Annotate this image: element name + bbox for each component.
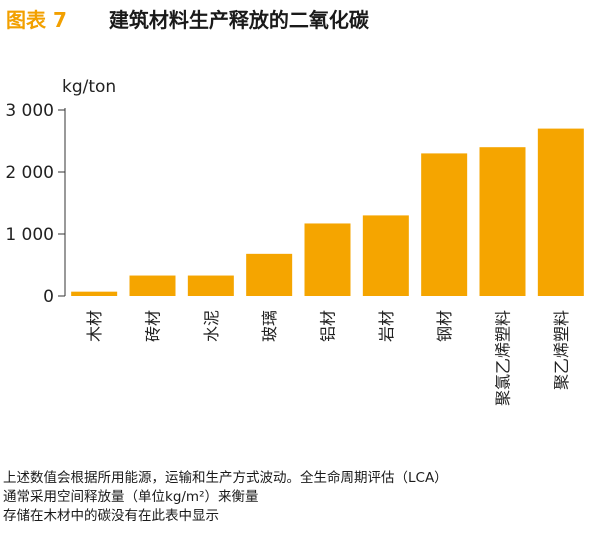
x-category-label: 聚乙烯塑料 bbox=[552, 310, 571, 390]
chart-title: 建筑材料生产释放的二氧化碳 bbox=[108, 8, 369, 32]
y-axis: 0 1 000 2 000 3 000 bbox=[5, 101, 66, 307]
x-category-label: 砖材 bbox=[144, 310, 163, 342]
footnote-line: 上述数值会根据所用能源，运输和生产方式波动。全生命周期评估（LCA） bbox=[3, 470, 448, 486]
bar bbox=[246, 253, 293, 296]
x-category-label: 木材 bbox=[85, 310, 104, 342]
footnote-line: 通常采用空间释放量（单位kg/m²）来衡量 bbox=[3, 489, 259, 505]
bar bbox=[421, 153, 468, 296]
x-category-label: 水泥 bbox=[202, 310, 221, 342]
x-category-label: 岩材 bbox=[377, 310, 396, 342]
bars bbox=[71, 128, 584, 296]
figure-header: 图表 7 建筑材料生产释放的二氧化碳 bbox=[6, 4, 586, 32]
footnote-line: 存储在木材中的碳没有在此表中显示 bbox=[3, 508, 219, 524]
x-category-label: 玻璃 bbox=[260, 310, 279, 342]
footnote: 上述数值会根据所用能源，运输和生产方式波动。全生命周期评估（LCA） 通常采用空… bbox=[3, 469, 591, 526]
y-tick-label: 2 000 bbox=[5, 163, 54, 183]
x-category-label: 聚氯乙烯塑料 bbox=[494, 310, 513, 406]
y-tick-label: 0 bbox=[43, 287, 54, 307]
bar bbox=[479, 147, 526, 296]
bar-chart: kg/ton 0 1 000 2 000 3 000 木材 砖材 水泥 玻璃 铝材 岩材 钢材 聚氯… bbox=[5, 77, 584, 406]
y-axis-unit-label: kg/ton bbox=[62, 77, 116, 97]
bar bbox=[362, 215, 409, 296]
figure-number: 图表 7 bbox=[6, 8, 67, 32]
bar bbox=[71, 291, 118, 296]
bar bbox=[129, 275, 176, 296]
x-category-label: 钢材 bbox=[435, 310, 454, 342]
x-category-label: 铝材 bbox=[319, 310, 338, 342]
x-axis-labels: 木材 砖材 水泥 玻璃 铝材 岩材 钢材 聚氯乙烯塑料 聚乙烯塑料 bbox=[85, 310, 571, 406]
bar bbox=[537, 128, 584, 296]
y-tick-label: 1 000 bbox=[5, 225, 54, 245]
bar bbox=[187, 275, 234, 296]
bar bbox=[304, 223, 351, 296]
y-tick-label: 3 000 bbox=[5, 101, 54, 121]
